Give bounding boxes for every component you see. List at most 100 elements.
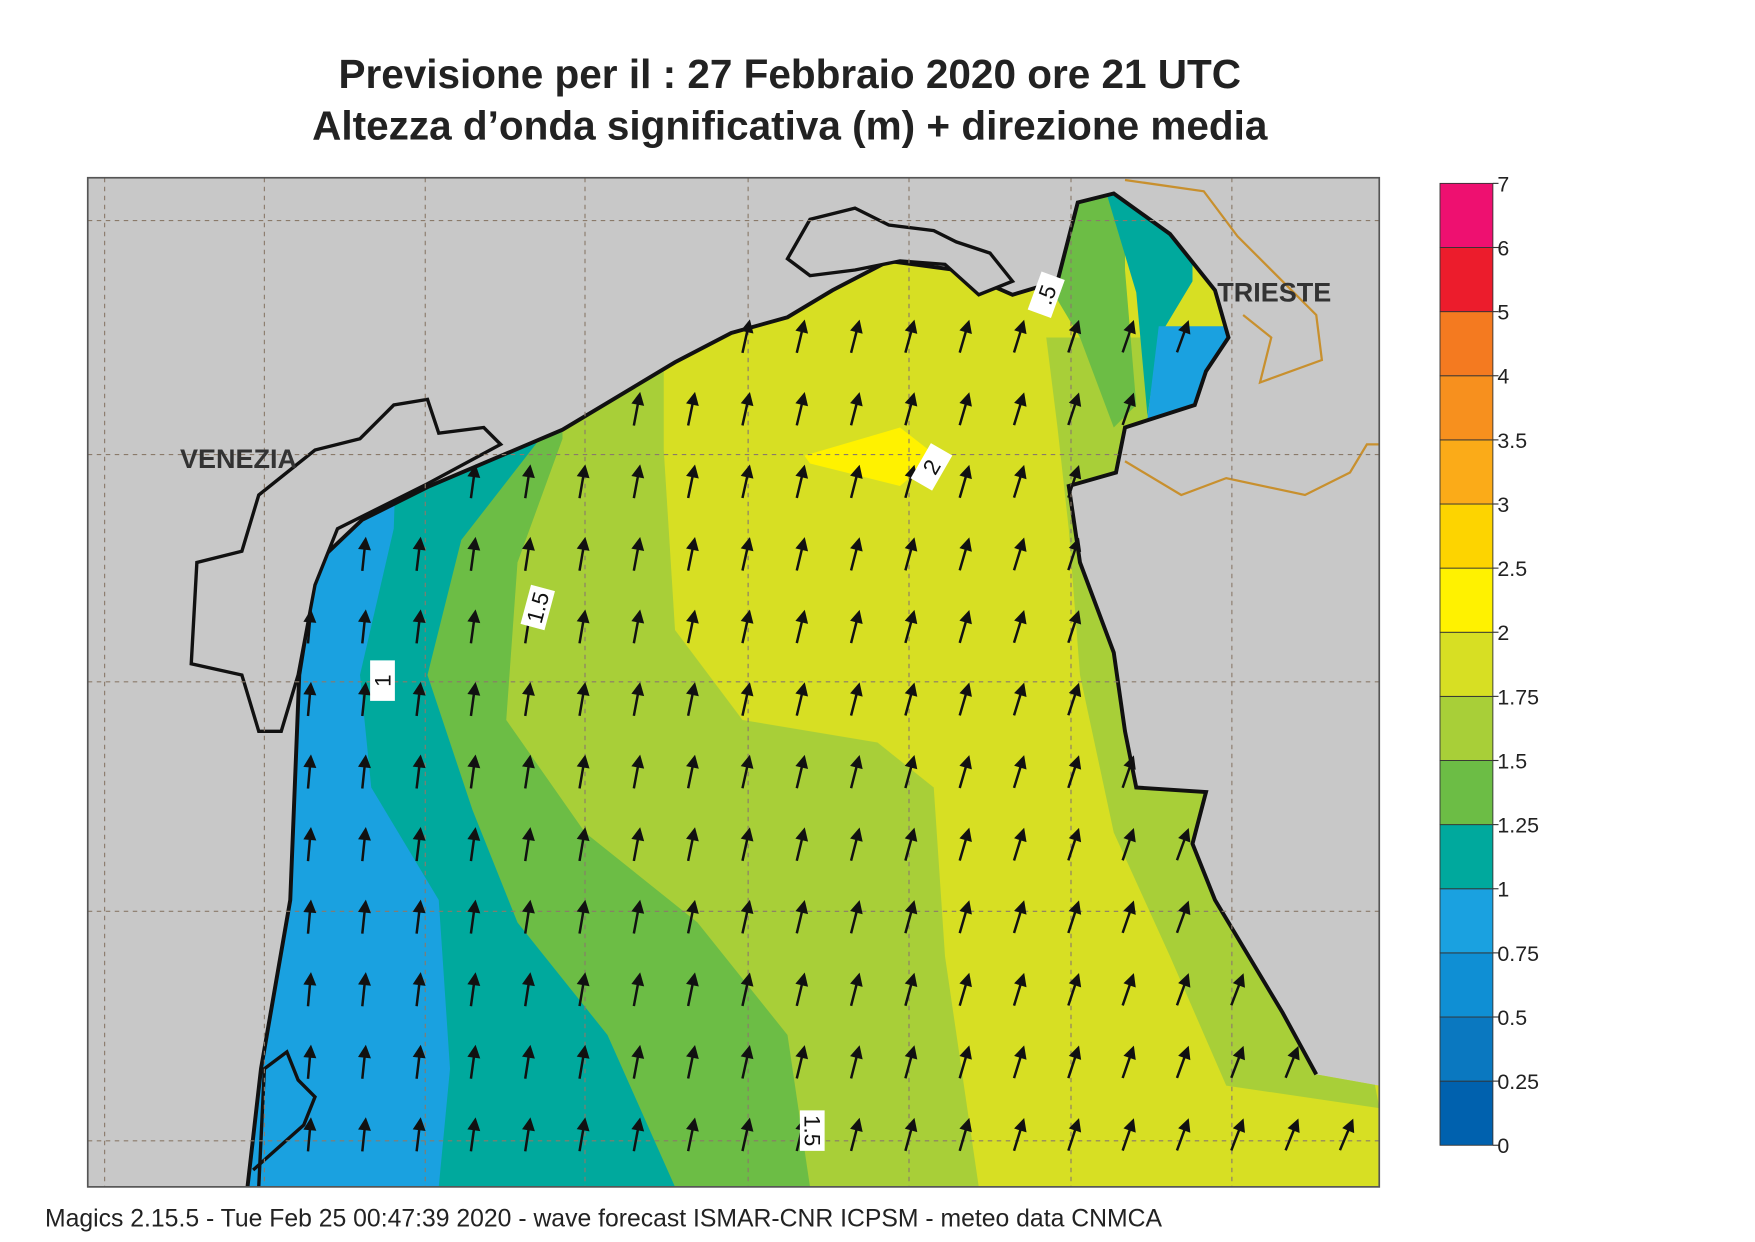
arrow	[1230, 1045, 1245, 1079]
arrow	[795, 537, 809, 571]
arrow	[412, 972, 426, 1007]
colorbar-tick-label: 1	[1497, 878, 1509, 902]
arrow	[958, 755, 972, 789]
arrow	[740, 682, 754, 716]
arrow	[576, 972, 590, 1007]
arrow	[1121, 1118, 1136, 1151]
colorbar-segment	[1439, 439, 1494, 505]
arrow	[1175, 1118, 1191, 1151]
arrow	[1175, 1045, 1191, 1079]
arrow	[1067, 610, 1082, 644]
arrow	[358, 827, 371, 862]
arrow	[686, 1117, 699, 1152]
arrow	[358, 609, 371, 644]
arrow	[358, 681, 371, 717]
arrow	[303, 681, 317, 717]
arrow	[1121, 827, 1136, 861]
arrow	[849, 754, 863, 789]
colorbar-segment	[1439, 182, 1494, 248]
arrow	[1067, 900, 1082, 934]
contour-labels: 1.5 1 2 .5 1.5	[370, 271, 1065, 1151]
place-label: VENEZIA	[180, 444, 297, 474]
arrow	[795, 319, 809, 354]
arrow	[904, 827, 918, 861]
arrow	[795, 609, 809, 644]
arrow	[1230, 1118, 1245, 1151]
colorbar-segment	[1439, 888, 1494, 954]
arrow	[631, 754, 645, 789]
contour-label: .5	[1027, 271, 1065, 319]
arrow	[467, 899, 481, 934]
arrow	[849, 319, 863, 354]
colorbar-segment	[1439, 760, 1494, 826]
arrow	[1012, 972, 1027, 1006]
arrow	[303, 972, 317, 1007]
colorbar-tick-label: 0.25	[1497, 1070, 1539, 1094]
arrow	[1067, 972, 1082, 1006]
arrow	[303, 826, 317, 862]
arrow	[740, 899, 754, 934]
arrow	[467, 754, 481, 789]
contour-label: 1.5	[520, 584, 555, 631]
arrow	[1067, 392, 1082, 426]
arrow	[740, 391, 754, 426]
arrow	[576, 827, 590, 862]
arrow	[686, 754, 699, 789]
arrow	[958, 319, 972, 353]
contour-label: 1	[370, 660, 395, 701]
arrow	[412, 609, 426, 644]
arrow	[631, 899, 645, 934]
arrow	[631, 827, 645, 862]
arrow	[1121, 1045, 1136, 1079]
arrow	[795, 754, 809, 789]
arrow	[467, 681, 481, 717]
arrow	[412, 899, 426, 934]
arrow	[958, 609, 972, 644]
wave-zone	[804, 427, 936, 486]
colorbar-segment	[1439, 311, 1494, 377]
colorbar-tick-label: 0.5	[1497, 1006, 1527, 1030]
colorbar-tick-label: 4	[1497, 365, 1509, 389]
arrow	[1012, 464, 1027, 499]
arrow	[904, 537, 918, 571]
contour-label-box	[799, 1110, 825, 1151]
arrow	[1284, 1045, 1300, 1079]
arrow	[740, 319, 754, 354]
arrow	[904, 755, 918, 789]
arrow	[904, 392, 918, 426]
contour-label-box	[520, 584, 555, 631]
arrow	[1067, 319, 1082, 353]
arrow	[522, 1117, 535, 1152]
arrow	[686, 972, 699, 1007]
arrow	[1121, 900, 1136, 934]
arrow	[795, 682, 809, 716]
arrow	[1175, 320, 1191, 353]
border-line	[1124, 178, 1380, 497]
arrow	[631, 464, 645, 499]
colorbar-segment	[1439, 824, 1494, 890]
arrow	[1012, 1117, 1027, 1152]
arrow	[958, 464, 972, 499]
arrow	[467, 827, 481, 862]
arrow	[1067, 1045, 1082, 1079]
arrow	[522, 827, 535, 862]
colorbar-tick-label: 1.25	[1497, 814, 1539, 838]
arrow	[303, 609, 317, 644]
arrow	[686, 899, 699, 934]
colorbar-segment	[1439, 695, 1494, 761]
arrow	[358, 972, 371, 1007]
arrow	[1067, 537, 1082, 571]
arrow	[1012, 392, 1027, 426]
arrow	[958, 682, 972, 716]
arrow	[849, 537, 863, 571]
arrow	[1067, 465, 1082, 498]
arrow	[1067, 755, 1082, 789]
arrow	[795, 392, 809, 426]
colorbar-tick-label: 3	[1497, 493, 1509, 517]
arrow	[904, 972, 918, 1007]
arrow	[795, 899, 809, 934]
arrow	[467, 972, 481, 1007]
title: Previsione per il : 27 Febbraio 2020 ore…	[338, 51, 1241, 97]
arrow	[1067, 682, 1082, 716]
arrow	[795, 972, 809, 1007]
